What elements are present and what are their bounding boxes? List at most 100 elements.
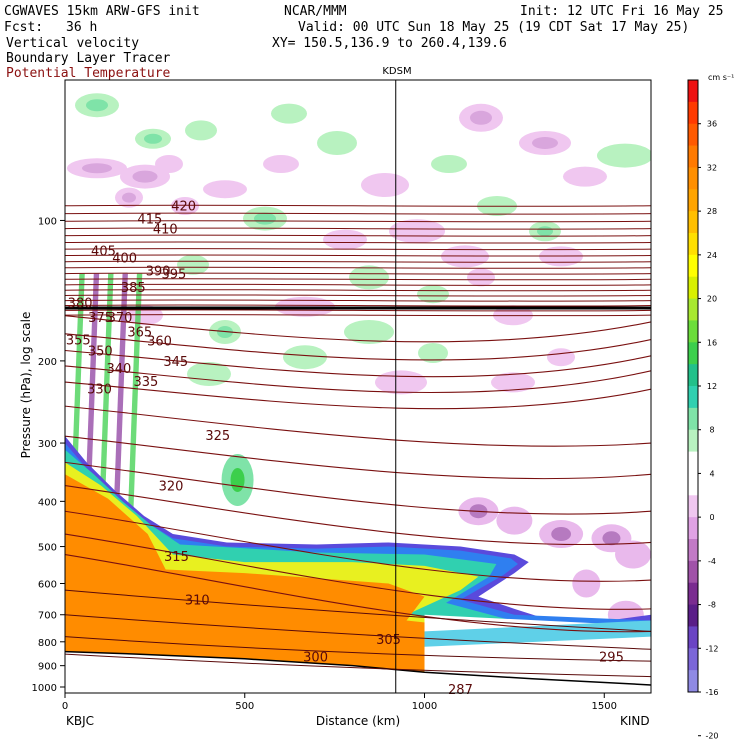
y-tick-label: 500 <box>38 543 57 554</box>
colorbar-swatch <box>688 211 698 234</box>
w-shading-core <box>551 527 572 542</box>
isentrope-label-385: 385 <box>121 281 146 296</box>
svg-text:330: 330 <box>87 382 112 397</box>
y-tick-label: 100 <box>38 216 57 227</box>
svg-text:300: 300 <box>303 650 328 665</box>
w-shading-blob <box>431 155 467 173</box>
colorbar-swatch <box>688 473 698 496</box>
isentrope-line <box>65 653 651 678</box>
isentrope-label-325: 325 <box>205 429 230 444</box>
isentrope-line <box>65 212 651 215</box>
isentrope-line <box>65 266 651 269</box>
isentrope-line <box>65 614 651 650</box>
colorbar-swatch <box>688 429 698 453</box>
colorbar-swatch <box>688 233 698 256</box>
y-tick-label: 1000 <box>32 683 57 694</box>
w-shading-blob <box>547 348 575 367</box>
w-shading-blob <box>323 229 367 250</box>
init-time: Init: 12 UTC Fri 16 May 25 <box>520 4 724 19</box>
isentrope-label-315: 315 <box>164 550 189 565</box>
isentrope-label-375: 375 <box>88 311 113 326</box>
colorbar-tick-label: 0 <box>709 513 714 522</box>
isentrope-label-400: 400 <box>112 251 137 266</box>
svg-text:315: 315 <box>164 550 189 565</box>
station-marker-label: KDSM <box>382 66 411 77</box>
w-shading-blob <box>263 155 299 173</box>
w-shading-blob <box>418 343 448 363</box>
colorbar-tick-label: 36 <box>707 120 717 129</box>
w-shading-blob <box>361 173 409 197</box>
svg-text:405: 405 <box>91 245 116 260</box>
model-title: CGWAVES 15km ARW-GFS init <box>4 4 200 19</box>
w-shading-blob <box>597 143 651 168</box>
svg-text:310: 310 <box>185 594 210 609</box>
svg-text:420: 420 <box>171 200 196 215</box>
colorbar-swatch <box>688 298 698 321</box>
w-shading-core <box>122 192 136 203</box>
isentrope-line <box>65 283 651 286</box>
w-shading-blob <box>417 285 449 304</box>
updraft-core <box>230 467 245 492</box>
isentrope-label-380: 380 <box>68 297 93 312</box>
org-label: NCAR/MMM <box>284 4 347 19</box>
y-tick-label: 200 <box>38 357 57 368</box>
colorbar-tick-label: -16 <box>705 688 718 697</box>
colorbar-tick-label: 20 <box>707 295 717 304</box>
svg-text:385: 385 <box>121 281 146 296</box>
colorbar-unit: cm s⁻¹ <box>708 73 734 82</box>
x-tick-label: 1000 <box>412 701 437 712</box>
isentrope-line <box>65 636 651 662</box>
colorbar-swatch <box>688 407 698 431</box>
svg-text:325: 325 <box>205 429 230 444</box>
svg-text:345: 345 <box>163 355 188 370</box>
colorbar-swatch <box>688 320 698 343</box>
cross-section-endpoints: XY= 150.5,136.9 to 260.4,139.6 <box>272 36 507 51</box>
forecast-label: Fcst: <box>4 20 44 35</box>
isentrope-label-345: 345 <box>163 355 188 370</box>
plot-frame <box>64 79 652 694</box>
w-shading-blob <box>171 197 199 215</box>
svg-text:380: 380 <box>68 297 93 312</box>
isentrope-line <box>65 241 651 244</box>
svg-text:395: 395 <box>162 268 187 283</box>
w-shading-blob <box>283 345 327 370</box>
y-tick-label: 400 <box>38 497 57 508</box>
w-shading-blob <box>491 372 535 393</box>
colorbar-swatch <box>688 364 698 387</box>
w-shading-core <box>602 531 621 546</box>
colorbar-swatch <box>688 80 698 103</box>
colorbar-tick-label: 12 <box>707 382 717 391</box>
colorbar-tick-label: 8 <box>709 426 714 435</box>
colorbar-swatch <box>688 101 698 125</box>
svg-text:320: 320 <box>159 480 184 495</box>
svg-text:370: 370 <box>108 311 133 326</box>
isentrope-label-300: 300 <box>303 650 328 665</box>
x-axis-label: Distance (km) <box>316 714 400 728</box>
colorbar-swatch <box>688 539 698 562</box>
w-shading-blob <box>344 320 394 344</box>
isentrope-line <box>65 220 651 223</box>
w-shading-lower <box>572 569 601 598</box>
svg-text:355: 355 <box>66 334 91 349</box>
isentrope-label-405: 405 <box>91 245 116 260</box>
colorbar-swatch <box>688 604 698 627</box>
y-tick-label: 600 <box>38 580 57 591</box>
svg-text:295: 295 <box>599 650 624 665</box>
isentrope-line <box>65 299 651 302</box>
isentrope-line <box>65 260 651 263</box>
isentrope-label-370: 370 <box>108 311 133 326</box>
colorbar-swatch <box>688 189 698 212</box>
colorbar-swatch <box>688 342 698 365</box>
terrain-line <box>65 650 651 686</box>
colorbar-swatch <box>688 254 698 278</box>
svg-text:400: 400 <box>112 251 137 266</box>
svg-text:335: 335 <box>133 375 158 390</box>
w-shading-blob <box>467 268 495 287</box>
valid-time: Valid: 00 UTC Sun 18 May 25 (19 CDT Sat … <box>298 20 690 35</box>
mountain-wave-streak <box>126 273 143 563</box>
svg-text:360: 360 <box>147 335 172 350</box>
w-shading-core <box>132 170 158 183</box>
w-shading-blob <box>349 265 389 290</box>
isentrope-label-350: 350 <box>88 345 113 360</box>
